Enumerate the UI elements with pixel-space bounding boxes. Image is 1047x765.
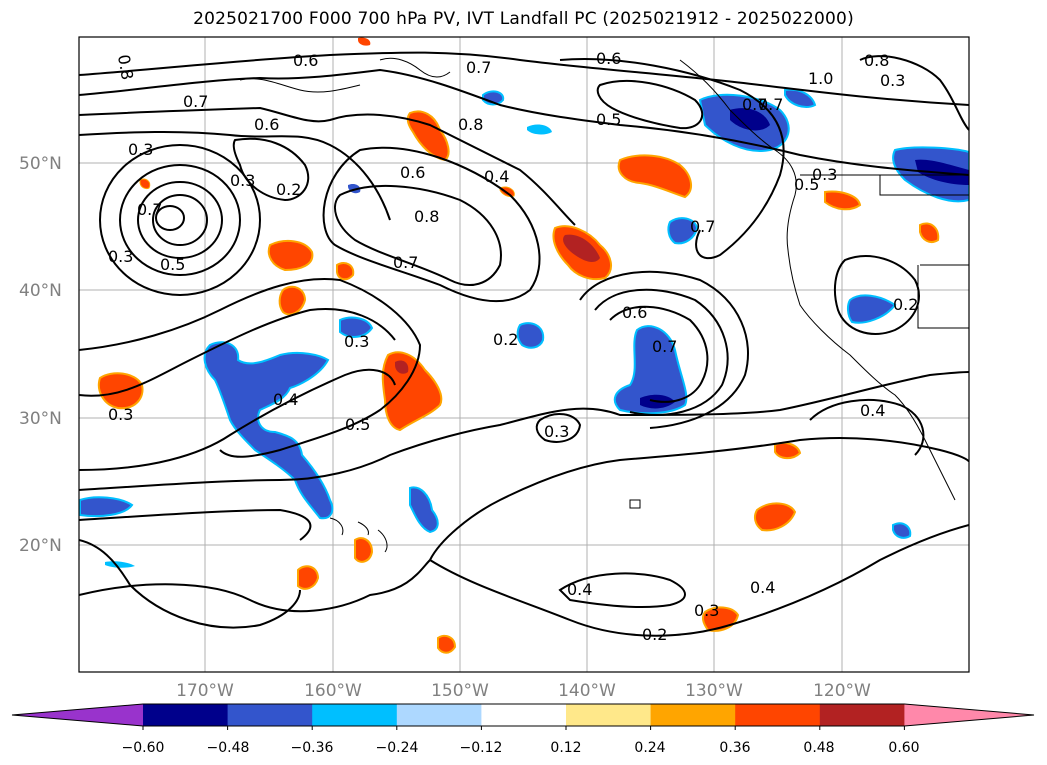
colorbar-tick-label: −0.12	[460, 740, 503, 756]
colorbar-swatch	[819, 704, 905, 726]
contour-label: 0.4	[860, 401, 885, 420]
map-frame	[78, 36, 970, 673]
contour-label: 0.3	[128, 140, 153, 159]
contour-label: 0.2	[276, 180, 301, 199]
colorbar-tick-label: 0.48	[803, 740, 834, 756]
contour-label: 0.7	[742, 95, 767, 114]
contour-label: 0.4	[750, 578, 775, 597]
colorbar-swatch	[566, 704, 652, 726]
contour-label: 0.5	[794, 175, 819, 194]
colorbar-tick-label: −0.24	[376, 740, 419, 756]
colorbar-extend-high	[904, 704, 1034, 726]
contour-label: 0.2	[893, 295, 918, 314]
contour-label: 0.4	[484, 167, 509, 186]
lon-label-150w: 150°W	[431, 681, 489, 701]
positive-ivt-shading	[98, 37, 940, 654]
colorbar-tick-labels: −0.60 −0.48 −0.36 −0.24 −0.12 0.12 0.24 …	[122, 740, 920, 756]
contour-label: 0.3	[230, 171, 255, 190]
lat-label-30n: 30°N	[19, 409, 62, 429]
lat-label-40n: 40°N	[19, 281, 62, 301]
contour-label: 0.3	[694, 601, 719, 620]
colorbar-swatch	[143, 704, 229, 726]
contour-label: 0.3	[544, 422, 569, 441]
contour-label: 0.8	[414, 207, 439, 226]
contour-label: 0.7	[690, 217, 715, 236]
contour-label: 0.6	[622, 303, 647, 322]
colorbar-tick-label: 0.60	[888, 740, 919, 756]
contour-label: 0.8	[458, 115, 483, 134]
colorbar-tick-label: 0.24	[634, 740, 665, 756]
colorbar-swatch	[650, 704, 736, 726]
colorbar-swatch	[227, 704, 313, 726]
contour-label: 0.2	[642, 625, 667, 644]
lon-label-130w: 130°W	[685, 681, 743, 701]
lon-label-170w: 170°W	[176, 681, 234, 701]
contour-label: 0.6	[400, 163, 425, 182]
colorbar-swatch	[396, 704, 482, 726]
negative-ivt-shading	[79, 88, 969, 568]
map-title: 2025021700 F000 700 hPa PV, IVT Landfall…	[193, 9, 854, 29]
pv-contours	[79, 51, 969, 637]
contour-label: 0.3	[880, 71, 905, 90]
colorbar-tick-label: −0.60	[122, 740, 165, 756]
contour-label: 0.5	[345, 415, 370, 434]
contour-label: 0.7	[137, 200, 162, 219]
contour-label: 0.4	[567, 580, 592, 599]
contour-label: 0.6	[254, 115, 279, 134]
contour-label: 0.3	[812, 165, 837, 184]
colorbar-tick-label: 0.12	[550, 740, 581, 756]
contour-label: 0.8	[114, 53, 137, 81]
contour-label: 0.2	[493, 330, 518, 349]
colorbar-extend-low	[12, 704, 143, 726]
contour-label: 0.4	[273, 390, 298, 409]
contour-label: 0.5	[596, 110, 621, 129]
contour-label: 0.6	[596, 49, 621, 68]
lon-label-120w: 120°W	[813, 681, 871, 701]
colorbar-tick-label: 0.36	[719, 740, 750, 756]
lat-label-50n: 50°N	[19, 154, 62, 174]
contour-label: 0.7	[393, 253, 418, 272]
contour-label: 0.3	[108, 405, 133, 424]
contour-label: 1.0	[808, 69, 833, 88]
contour-label: 0.5	[160, 255, 185, 274]
lat-label-20n: 20°N	[19, 536, 62, 556]
latitude-labels: 50°N 40°N 30°N 20°N	[19, 154, 62, 556]
contour-label: 0.7	[652, 337, 677, 356]
contour-label: 0.3	[344, 332, 369, 351]
contour-label: 0.8	[864, 51, 889, 70]
colorbar-swatch	[735, 704, 821, 726]
contour-label: 0.3	[108, 247, 133, 266]
contour-label: 0.6	[293, 51, 318, 70]
contour-label: 0.7	[183, 92, 208, 111]
contour-labels: 0.8 0.6 0.7 0.6 0.3 0.7 0.8 0.3 0.2 0.6 …	[108, 49, 918, 644]
longitude-labels: 170°W 160°W 150°W 140°W 130°W 120°W	[176, 681, 871, 701]
colorbar-swatch	[312, 704, 398, 726]
colorbar	[11, 703, 1035, 730]
coastline	[239, 57, 969, 553]
contour-label: 0.7	[758, 95, 783, 114]
colorbar-swatch	[481, 704, 567, 726]
colorbar-tick-label: −0.36	[291, 740, 334, 756]
lon-label-160w: 160°W	[304, 681, 362, 701]
lon-label-140w: 140°W	[558, 681, 616, 701]
contour-label: 0.7	[466, 58, 491, 77]
colorbar-tick-label: −0.48	[207, 740, 250, 756]
